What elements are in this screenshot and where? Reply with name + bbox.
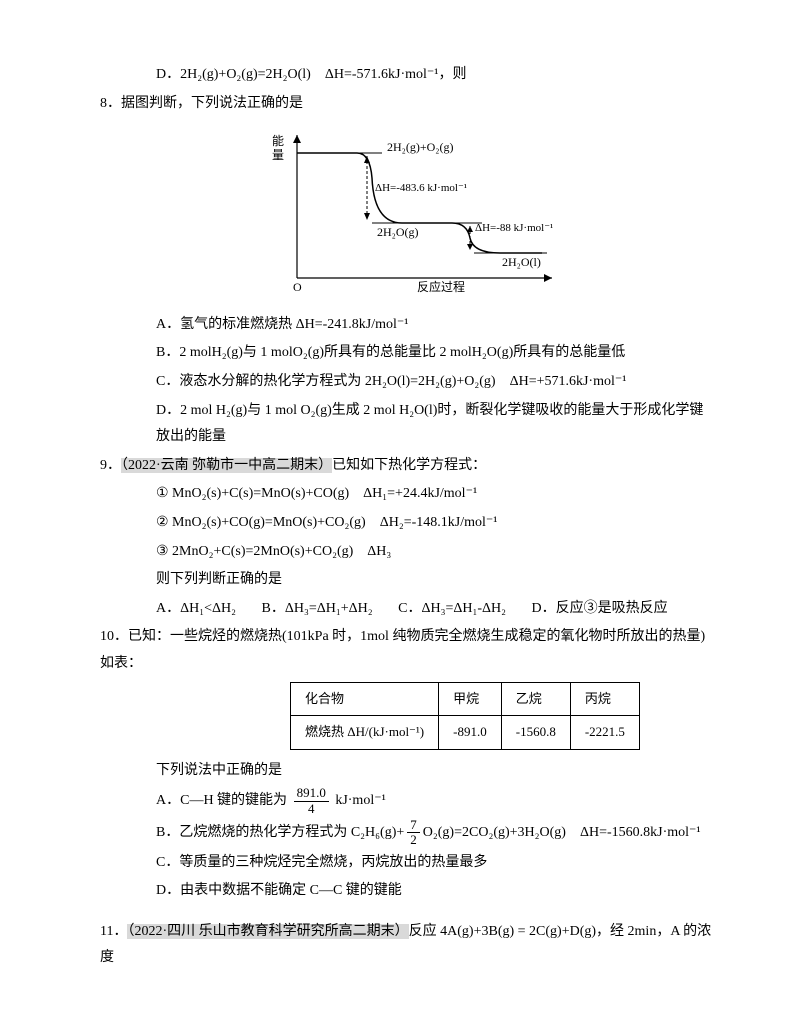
- q10-option-b: B．乙烷燃烧的热化学方程式为 C₂H₆(g)+72O₂(g)=2CO₂(g)+3…: [100, 818, 714, 848]
- q11-source: （2022·四川 乐山市教育科学研究所高二期末）: [127, 924, 408, 939]
- q8-energy-diagram: 能 量 O 反应过程 2H₂(g)+O₂(g) 2H₂O(g) 2H₂O(l) …: [100, 123, 714, 304]
- q9-stem: 9．（2022·云南 弥勒市一中高二期末）已知如下热化学方程式：: [100, 453, 714, 480]
- svg-text:2H₂O(g): 2H₂O(g): [377, 225, 419, 239]
- svg-text:2H₂O(l): 2H₂O(l): [502, 255, 541, 269]
- svg-text:反应过程: 反应过程: [417, 279, 465, 293]
- q8-option-c: C．液态水分解的热化学方程式为 2H₂O(l)=2H₂(g)+O₂(g) ΔH=…: [100, 369, 714, 396]
- table-cell: -2221.5: [570, 716, 639, 750]
- q10-option-c: C．等质量的三种烷烃完全燃烧，丙烷放出的热量最多: [100, 850, 714, 877]
- q10-option-d: D．由表中数据不能确定 C—C 键的键能: [100, 878, 714, 905]
- table-cell: -1560.8: [501, 716, 570, 750]
- table-cell: 甲烷: [439, 682, 502, 716]
- table-cell: 乙烷: [501, 682, 570, 716]
- q10-table: 化合物 甲烷 乙烷 丙烷 燃烧热 ΔH/(kJ·mol⁻¹) -891.0 -1…: [290, 682, 640, 750]
- table-cell: 燃烧热 ΔH/(kJ·mol⁻¹): [291, 716, 439, 750]
- q9-eq2: ② MnO₂(s)+CO(g)=MnO(s)+CO₂(g) ΔH₂=-148.1…: [100, 510, 714, 537]
- svg-text:量: 量: [272, 148, 284, 162]
- q9-eq3: ③ 2MnO₂+C(s)=2MnO(s)+CO₂(g) ΔH₃: [100, 539, 714, 566]
- svg-text:能: 能: [272, 134, 284, 148]
- q9-tail: 则下列判断正确的是: [100, 567, 714, 594]
- svg-text:2H₂(g)+O₂(g): 2H₂(g)+O₂(g): [387, 140, 453, 154]
- svg-text:ΔH=-483.6 kJ·mol⁻¹: ΔH=-483.6 kJ·mol⁻¹: [375, 182, 467, 194]
- q9-option-c: C．ΔH₃=ΔH₁-ΔH₂: [398, 601, 506, 616]
- q9-number: 9．: [100, 458, 121, 473]
- q8-option-b: B．2 molH₂(g)与 1 molO₂(g)所具有的总能量比 2 molH₂…: [100, 340, 714, 367]
- table-row: 化合物 甲烷 乙烷 丙烷: [291, 682, 640, 716]
- table-row: 燃烧热 ΔH/(kJ·mol⁻¹) -891.0 -1560.8 -2221.5: [291, 716, 640, 750]
- table-cell: 化合物: [291, 682, 439, 716]
- q9-option-d: D．反应③是吸热反应: [532, 601, 668, 616]
- q9-stem-tail: 已知如下热化学方程式：: [332, 458, 486, 473]
- q9-eq1: ① MnO₂(s)+C(s)=MnO(s)+CO(g) ΔH₁=+24.4kJ/…: [100, 481, 714, 508]
- fraction: 72: [407, 818, 420, 848]
- table-cell: -891.0: [439, 716, 502, 750]
- q9-options: A．ΔH₁<ΔH₂ B．ΔH₃=ΔH₁+ΔH₂ C．ΔH₃=ΔH₁-ΔH₂ D．…: [100, 596, 714, 623]
- table-cell: 丙烷: [570, 682, 639, 716]
- svg-text:O: O: [293, 280, 302, 293]
- fraction: 891.04: [294, 786, 329, 816]
- q10-option-a: A．C—H 键的键能为 891.04 kJ·mol⁻¹: [100, 786, 714, 816]
- q8-stem: 8．据图判断，下列说法正确的是: [100, 91, 714, 118]
- q8-option-d: D．2 mol H₂(g)与 1 mol O₂(g)生成 2 mol H₂O(l…: [100, 398, 714, 451]
- q9-option-a: A．ΔH₁<ΔH₂: [156, 601, 236, 616]
- q7-option-d: D．2H₂(g)+O₂(g)=2H₂O(l) ΔH=-571.6kJ·mol⁻¹…: [100, 62, 714, 89]
- q11-number: 11．: [100, 924, 127, 939]
- q9-option-b: B．ΔH₃=ΔH₁+ΔH₂: [262, 601, 373, 616]
- q11-stem: 11．（2022·四川 乐山市教育科学研究所高二期末）反应 4A(g)+3B(g…: [100, 919, 714, 972]
- q8-option-a: A．氢气的标准燃烧热 ΔH=-241.8kJ/mol⁻¹: [100, 312, 714, 339]
- q10-mid: 下列说法中正确的是: [100, 758, 714, 785]
- q10-stem: 10．已知：一些烷烃的燃烧热(101kPa 时，1mol 纯物质完全燃烧生成稳定…: [100, 624, 714, 677]
- svg-text:ΔH=-88 kJ·mol⁻¹: ΔH=-88 kJ·mol⁻¹: [475, 222, 553, 234]
- q9-source: （2022·云南 弥勒市一中高二期末）: [121, 458, 332, 473]
